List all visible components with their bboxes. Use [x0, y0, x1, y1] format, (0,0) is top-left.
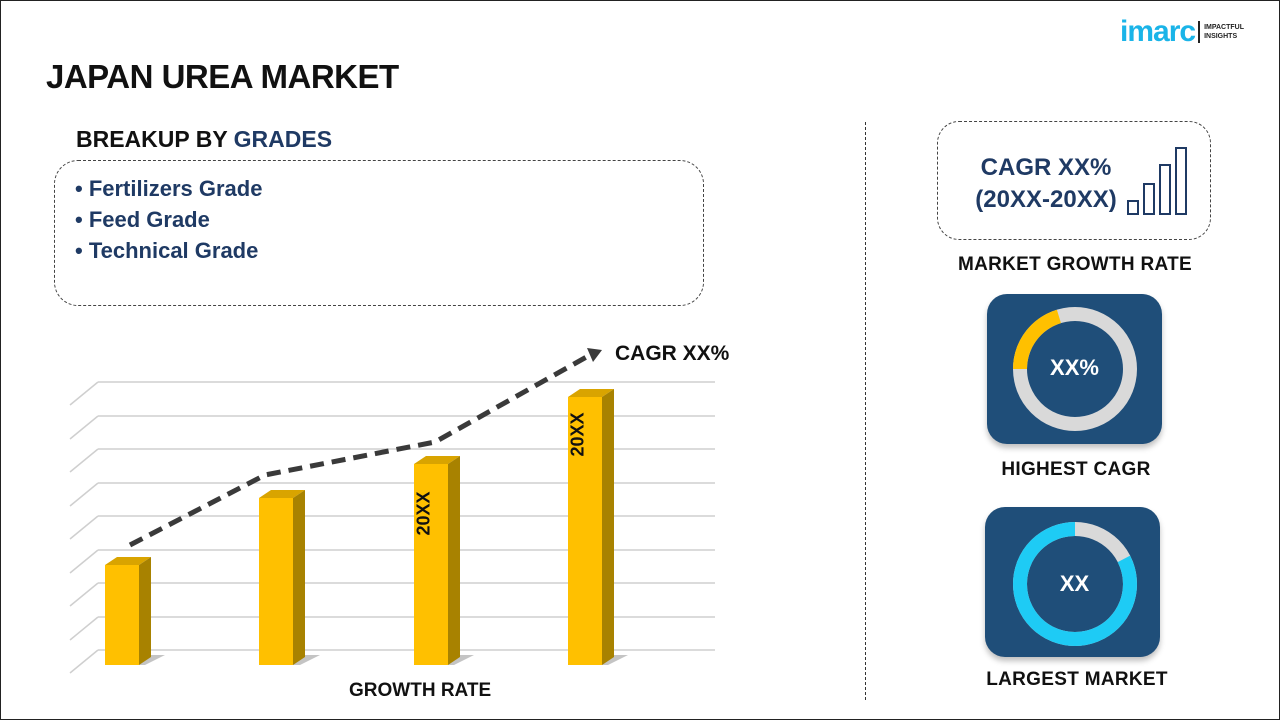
- logo-separator: [1198, 21, 1201, 43]
- highest-cagr-ring-icon: [1013, 307, 1137, 431]
- bar-3: [414, 456, 460, 665]
- signal-bars-icon: [1127, 147, 1187, 215]
- growth-bar-chart: 20XX 20XX: [50, 330, 750, 710]
- largest-market-ring-icon: [1013, 522, 1137, 646]
- chart-graphic: [69, 348, 715, 674]
- largest-market-card: XX: [985, 507, 1160, 657]
- bar-3-year-label: 20XX: [413, 491, 434, 536]
- bar-shadows: [105, 655, 628, 665]
- chart-gridlines: [69, 381, 715, 674]
- market-growth-caption: MARKET GROWTH RATE: [957, 254, 1193, 275]
- cagr-trend-line: [128, 352, 592, 548]
- largest-market-value: XX: [1059, 571, 1090, 596]
- grade-item-feed: • Feed Grade: [75, 207, 210, 232]
- highest-cagr-caption: HIGHEST CAGR: [1001, 459, 1151, 480]
- market-growth-box: CAGR XX% (20XX-20XX): [937, 121, 1211, 240]
- imarc-logo: imarc IMPACTFUL INSIGHTS: [1120, 12, 1244, 52]
- grades-list-box: • Fertilizers Grade • Feed Grade • Techn…: [54, 160, 704, 306]
- logo-tagline: IMPACTFUL INSIGHTS: [1204, 24, 1244, 40]
- bar-4: [568, 389, 614, 665]
- breakup-title: BREAKUP BY GRADES: [76, 126, 333, 152]
- grade-item-technical: • Technical Grade: [75, 238, 259, 263]
- chart-x-axis-label: GROWTH RATE: [349, 680, 492, 701]
- trend-arrow-icon: [587, 348, 602, 362]
- highest-cagr-value: XX%: [1050, 355, 1099, 380]
- bar-2: [259, 490, 305, 665]
- highest-cagr-card: XX%: [987, 294, 1162, 444]
- largest-market-caption: LARGEST MARKET: [986, 669, 1168, 690]
- section-divider: [865, 122, 866, 700]
- bar-1: [105, 557, 151, 665]
- page-title: JAPAN UREA MARKET: [46, 58, 399, 95]
- chart-cagr-label: CAGR XX%: [615, 342, 730, 365]
- logo-wordmark: imarc: [1120, 15, 1196, 48]
- bar-4-year-label: 20XX: [567, 412, 588, 457]
- grade-item-fertilizers: • Fertilizers Grade: [75, 176, 263, 201]
- cagr-summary: CAGR XX% (20XX-20XX): [975, 154, 1117, 213]
